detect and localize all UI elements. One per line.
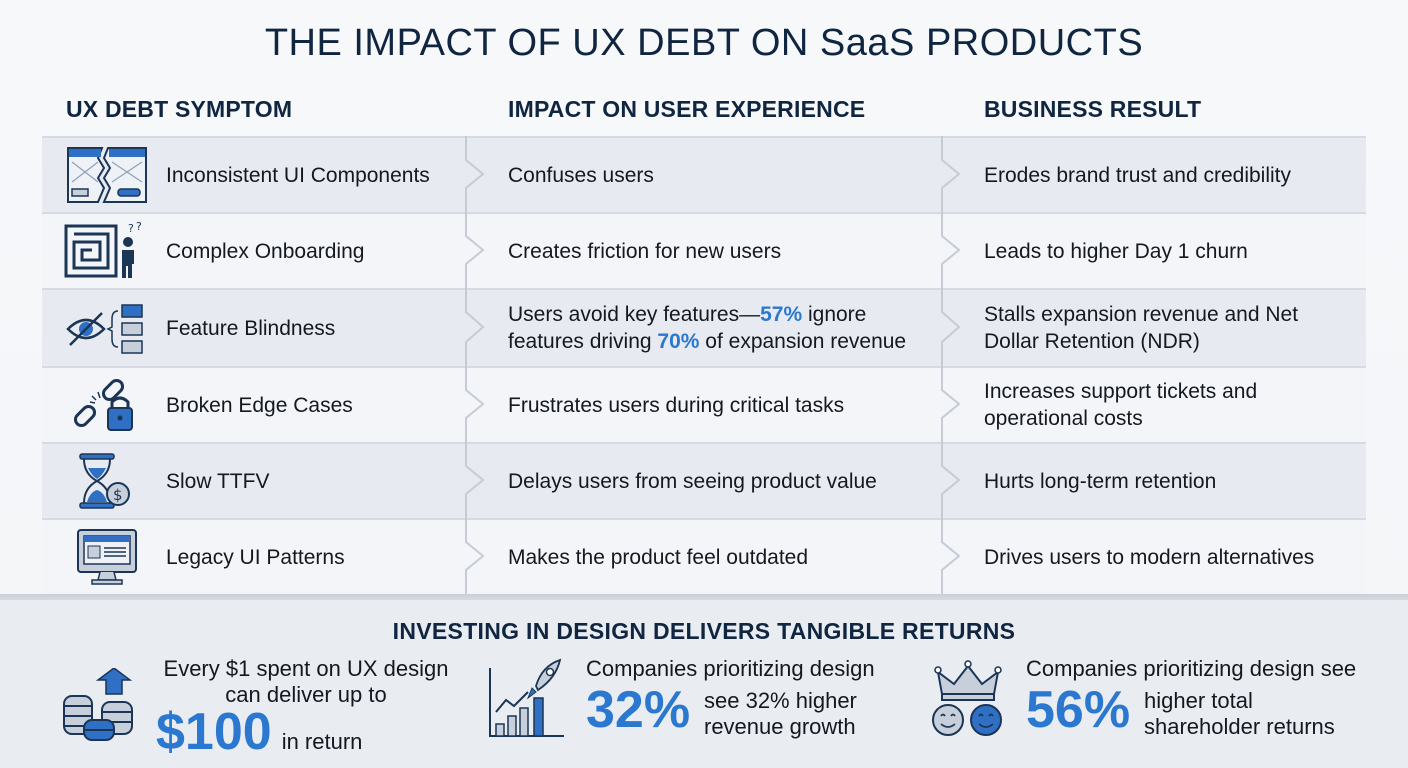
maze-confused-person-icon: ? ?	[64, 220, 142, 278]
table-row: $ Slow TTFV Delays users from seeing pro…	[42, 442, 1366, 518]
stat-text: see 32% higher	[704, 688, 857, 713]
coins-arrow-up-icon	[63, 668, 133, 741]
stat-text: Companies prioritizing design see	[1026, 656, 1357, 681]
stat-text: can deliver up to	[225, 682, 387, 707]
blind-eye-features-icon	[66, 304, 143, 354]
stat-value: 32%	[586, 681, 691, 739]
stat-text: in return	[281, 729, 363, 754]
column-divider	[941, 136, 961, 594]
page-title: THE IMPACT OF UX DEBT ON SaaS PRODUCTS	[264, 22, 1144, 64]
svg-text:$: $	[113, 486, 123, 504]
column-header-result: BUSINESS RESULT	[984, 96, 1202, 122]
symptom-label: Slow TTFV	[166, 469, 270, 493]
stat-text: higher total	[1144, 688, 1253, 713]
column-header-impact: IMPACT ON USER EXPERIENCE	[508, 96, 866, 122]
table-row: Broken Edge Cases Frustrates users durin…	[42, 366, 1366, 442]
stat-text: revenue growth	[704, 714, 856, 739]
rocket-growth-chart-icon	[489, 658, 564, 737]
impact-text: Frustrates users during critical tasks	[508, 393, 845, 417]
table-row: Feature Blindness Users avoid key featur…	[42, 288, 1366, 366]
impact-text: Makes the product feel outdated	[508, 545, 809, 569]
symptom-label: Complex Onboarding	[166, 239, 365, 263]
result-text: Increases support tickets and operational…	[984, 380, 1258, 430]
impact-text: Users avoid key features—57% ignore feat…	[508, 303, 907, 353]
symptom-label: Feature Blindness	[166, 316, 336, 340]
symptom-label: Broken Edge Cases	[166, 393, 353, 417]
ux-debt-table: Inconsistent UI Components Confuses user…	[42, 136, 1366, 594]
crown-smileys-icon	[932, 660, 1002, 736]
broken-chain-lock-icon	[73, 378, 133, 431]
stat-highlight: 70%	[657, 330, 700, 353]
legacy-monitor-icon	[77, 529, 137, 585]
table-row: Legacy UI Patterns Makes the product fee…	[42, 518, 1366, 594]
svg-text:?: ?	[128, 222, 134, 235]
stat-value: $100	[156, 703, 272, 761]
returns-title: INVESTING IN DESIGN DELIVERS TANGIBLE RE…	[392, 618, 1016, 644]
result-text: Erodes brand trust and credibility	[984, 163, 1291, 187]
stat-value: 56%	[1026, 681, 1131, 739]
impact-text: Confuses users	[508, 163, 654, 187]
result-text: Leads to higher Day 1 churn	[984, 239, 1248, 263]
hourglass-dollar-icon: $	[79, 453, 130, 509]
svg-text:?: ?	[136, 220, 142, 233]
returns-section: INVESTING IN DESIGN DELIVERS TANGIBLE RE…	[0, 600, 1408, 768]
stat-shareholder-returns: Companies prioritizing design see 56% hi…	[928, 654, 1388, 764]
impact-text: Delays users from seeing product value	[508, 469, 877, 493]
stat-text: Companies prioritizing design	[586, 656, 875, 681]
result-text: Hurts long-term retention	[984, 469, 1217, 493]
stat-ux-roi: Every $1 spent on UX design can deliver …	[60, 654, 460, 764]
table-row: Inconsistent UI Components Confuses user…	[42, 136, 1366, 212]
broken-window-icon	[67, 147, 147, 203]
stat-highlight: 57%	[760, 303, 803, 326]
stat-text: shareholder returns	[1144, 714, 1335, 739]
result-text: Stalls expansion revenue and Net Dollar R…	[984, 303, 1299, 353]
stat-revenue-growth: Companies prioritizing design 32% see 32…	[488, 654, 908, 764]
stat-text: Every $1 spent on UX design	[163, 656, 449, 681]
table-row: ? ? Complex Onboarding Creates friction …	[42, 212, 1366, 288]
symptom-label: Inconsistent UI Components	[166, 163, 430, 187]
result-text: Drives users to modern alternatives	[984, 545, 1315, 569]
column-header-symptom: UX DEBT SYMPTOM	[66, 96, 293, 122]
symptom-label: Legacy UI Patterns	[166, 545, 345, 569]
impact-text: Creates friction for new users	[508, 239, 782, 263]
column-divider	[465, 136, 485, 594]
